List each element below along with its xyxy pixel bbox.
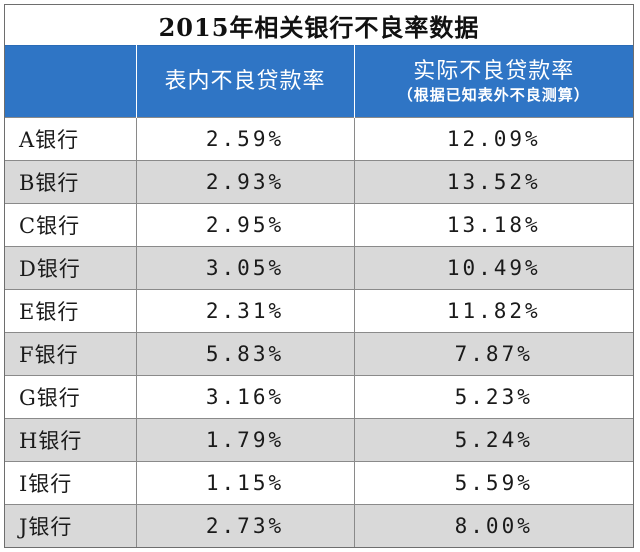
table-row: H银行 1.79% 5.24%	[5, 418, 633, 462]
on-balance-npl-cell: 5.83%	[136, 332, 355, 376]
table-row: I银行 1.15% 5.59%	[5, 461, 633, 505]
table-row: E银行 2.31% 11.82%	[5, 289, 633, 333]
actual-npl-cell: 13.52%	[354, 160, 633, 204]
bank-name-cell: D银行	[5, 246, 137, 290]
table-row: A银行 2.59% 12.09%	[5, 117, 633, 161]
actual-npl-cell: 5.23%	[354, 375, 633, 419]
on-balance-npl-cell: 3.05%	[136, 246, 355, 290]
actual-npl-cell: 12.09%	[354, 117, 633, 161]
on-balance-npl-cell: 2.93%	[136, 160, 355, 204]
actual-npl-cell: 11.82%	[354, 289, 633, 333]
header-on-balance-npl: 表内不良贷款率	[136, 45, 355, 118]
actual-npl-cell: 5.59%	[354, 461, 633, 505]
actual-npl-cell: 8.00%	[354, 504, 633, 547]
bank-name-cell: I银行	[5, 461, 137, 505]
bank-name-cell: G银行	[5, 375, 137, 419]
on-balance-npl-cell: 2.59%	[136, 117, 355, 161]
header-actual-label: 实际不良贷款率	[413, 58, 575, 84]
actual-npl-cell: 10.49%	[354, 246, 633, 290]
actual-npl-cell: 5.24%	[354, 418, 633, 462]
on-balance-npl-cell: 1.79%	[136, 418, 355, 462]
bank-name-cell: F银行	[5, 332, 137, 376]
table-row: B银行 2.93% 13.52%	[5, 160, 633, 204]
table-row: D银行 3.05% 10.49%	[5, 246, 633, 290]
table-header-row: 表内不良贷款率 实际不良贷款率 （根据已知表外不良测算）	[5, 45, 633, 118]
header-actual-note: （根据已知表外不良测算）	[397, 85, 590, 104]
table-row: G银行 3.16% 5.23%	[5, 375, 633, 419]
header-bank	[5, 45, 137, 118]
header-actual-npl: 实际不良贷款率 （根据已知表外不良测算）	[354, 45, 633, 118]
page-title: 2015年相关银行不良率数据	[158, 12, 480, 42]
on-balance-npl-cell: 3.16%	[136, 375, 355, 419]
on-balance-npl-cell: 2.95%	[136, 203, 355, 247]
bank-name-cell: H银行	[5, 418, 137, 462]
table-row: C银行 2.95% 13.18%	[5, 203, 633, 247]
bank-name-cell: E银行	[5, 289, 137, 333]
bank-name-cell: C银行	[5, 203, 137, 247]
npl-table: 表内不良贷款率 实际不良贷款率 （根据已知表外不良测算） A银行 2.59% 1…	[5, 45, 633, 547]
table-row: J银行 2.73% 8.00%	[5, 504, 633, 547]
on-balance-npl-cell: 2.31%	[136, 289, 355, 333]
table-row: F银行 5.83% 7.87%	[5, 332, 633, 376]
bank-name-cell: B银行	[5, 160, 137, 204]
actual-npl-cell: 13.18%	[354, 203, 633, 247]
actual-npl-cell: 7.87%	[354, 332, 633, 376]
bank-name-cell: A银行	[5, 117, 137, 161]
bank-name-cell: J银行	[5, 504, 137, 547]
table-container: 2015年相关银行不良率数据 表内不良贷款率 实际不良贷款率 （根据已知表外不良…	[4, 4, 634, 548]
header-on-balance-label: 表内不良贷款率	[164, 68, 326, 94]
on-balance-npl-cell: 1.15%	[136, 461, 355, 505]
on-balance-npl-cell: 2.73%	[136, 504, 355, 547]
